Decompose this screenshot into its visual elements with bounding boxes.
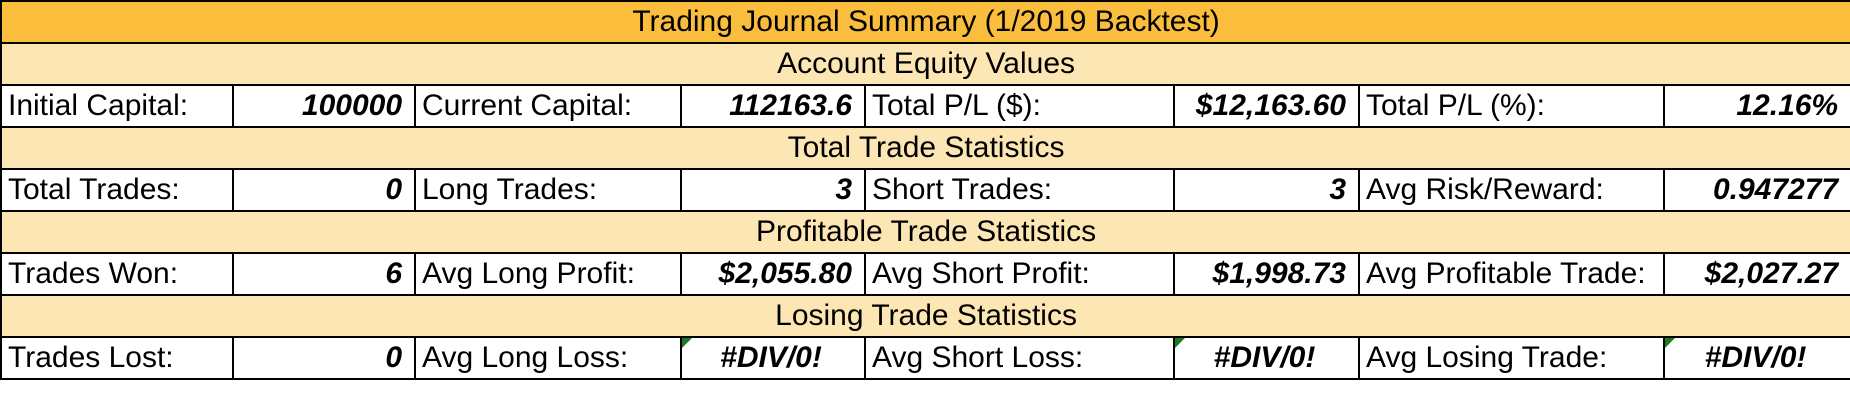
losing-row: Trades Lost: 0 Avg Long Loss: #DIV/0! Av… <box>0 336 1850 380</box>
avg-long-loss-label[interactable]: Avg Long Loss: <box>414 336 682 380</box>
total-pl-dollar-value[interactable]: $12,163.60 <box>1173 84 1360 128</box>
total-pl-dollar-label[interactable]: Total P/L ($): <box>864 84 1175 128</box>
trades-lost-label[interactable]: Trades Lost: <box>0 336 234 380</box>
avg-short-profit-value[interactable]: $1,998.73 <box>1173 252 1360 296</box>
short-trades-label[interactable]: Short Trades: <box>864 168 1175 212</box>
avg-risk-reward-label[interactable]: Avg Risk/Reward: <box>1358 168 1665 212</box>
initial-capital-label[interactable]: Initial Capital: <box>0 84 234 128</box>
title-row: Trading Journal Summary (1/2019 Backtest… <box>0 0 1850 44</box>
avg-short-loss-text: #DIV/0! <box>1213 341 1316 374</box>
equity-row: Initial Capital: 100000 Current Capital:… <box>0 84 1850 128</box>
total-row: Total Trades: 0 Long Trades: 3 Short Tra… <box>0 168 1850 212</box>
avg-losing-trade-label[interactable]: Avg Losing Trade: <box>1358 336 1665 380</box>
total-pl-percent-label[interactable]: Total P/L (%): <box>1358 84 1665 128</box>
summary-table: Trading Journal Summary (1/2019 Backtest… <box>0 0 1850 380</box>
section-header-row: Losing Trade Statistics <box>0 294 1850 338</box>
long-trades-value[interactable]: 3 <box>680 168 866 212</box>
short-trades-value[interactable]: 3 <box>1173 168 1360 212</box>
current-capital-label[interactable]: Current Capital: <box>414 84 682 128</box>
trades-lost-value[interactable]: 0 <box>232 336 416 380</box>
avg-short-loss-value[interactable]: #DIV/0! <box>1173 336 1360 380</box>
avg-profitable-trade-label[interactable]: Avg Profitable Trade: <box>1358 252 1665 296</box>
section-header-row: Profitable Trade Statistics <box>0 210 1850 254</box>
avg-short-loss-label[interactable]: Avg Short Loss: <box>864 336 1175 380</box>
avg-profitable-trade-value[interactable]: $2,027.27 <box>1662 252 1850 296</box>
section-header-equity[interactable]: Account Equity Values <box>0 42 1850 86</box>
error-indicator-icon <box>1666 339 1675 348</box>
error-indicator-icon <box>683 339 692 348</box>
total-pl-percent-value[interactable]: 12.16% <box>1662 84 1850 128</box>
total-trades-value[interactable]: 0 <box>232 168 416 212</box>
avg-risk-reward-value[interactable]: 0.947277 <box>1662 168 1850 212</box>
long-trades-label[interactable]: Long Trades: <box>414 168 682 212</box>
profitable-row: Trades Won: 6 Avg Long Profit: $2,055.80… <box>0 252 1850 296</box>
avg-short-profit-label[interactable]: Avg Short Profit: <box>864 252 1175 296</box>
avg-long-profit-value[interactable]: $2,055.80 <box>680 252 866 296</box>
section-header-profitable[interactable]: Profitable Trade Statistics <box>0 210 1850 254</box>
avg-losing-trade-text: #DIV/0! <box>1704 341 1807 374</box>
section-header-row: Account Equity Values <box>0 42 1850 86</box>
trades-won-label[interactable]: Trades Won: <box>0 252 234 296</box>
error-indicator-icon <box>1176 339 1185 348</box>
avg-losing-trade-value[interactable]: #DIV/0! <box>1662 336 1850 380</box>
avg-long-loss-text: #DIV/0! <box>720 341 822 374</box>
current-capital-value[interactable]: 112163.6 <box>680 84 866 128</box>
sheet-title[interactable]: Trading Journal Summary (1/2019 Backtest… <box>0 0 1850 44</box>
section-header-total[interactable]: Total Trade Statistics <box>0 126 1850 170</box>
section-header-losing[interactable]: Losing Trade Statistics <box>0 294 1850 338</box>
avg-long-loss-value[interactable]: #DIV/0! <box>680 336 866 380</box>
total-trades-label[interactable]: Total Trades: <box>0 168 234 212</box>
trades-won-value[interactable]: 6 <box>232 252 416 296</box>
section-header-row: Total Trade Statistics <box>0 126 1850 170</box>
avg-long-profit-label[interactable]: Avg Long Profit: <box>414 252 682 296</box>
initial-capital-value[interactable]: 100000 <box>232 84 416 128</box>
